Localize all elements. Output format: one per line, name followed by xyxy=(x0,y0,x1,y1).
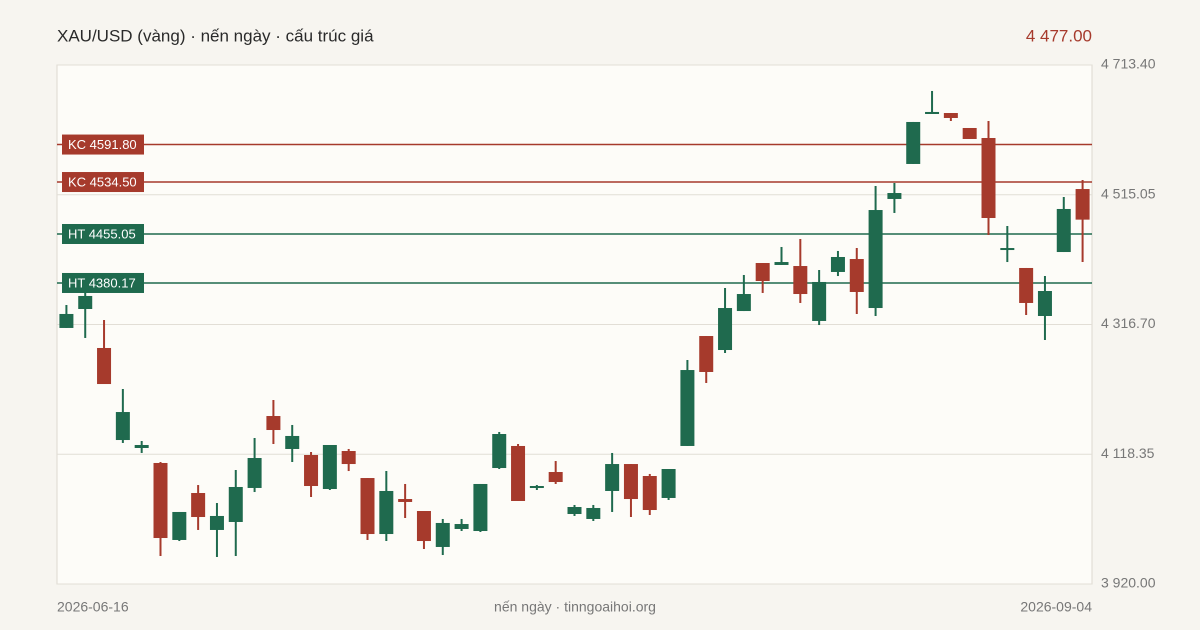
chart-title: XAU/USD (vàng) · nến ngày · cấu trúc giá xyxy=(57,26,374,45)
y-tick-label: 4 713.40 xyxy=(1101,56,1156,72)
candle-body xyxy=(906,121,921,164)
candle-body xyxy=(416,510,431,542)
candle-body xyxy=(304,455,319,487)
level-tag xyxy=(62,223,144,244)
candle-body xyxy=(228,486,243,522)
candle-body xyxy=(981,138,996,219)
candle-body xyxy=(266,416,281,431)
candle-body xyxy=(172,511,187,540)
candle-body xyxy=(699,336,714,372)
candle-body xyxy=(586,507,601,519)
candle-body xyxy=(360,478,375,535)
y-tick-label: 4 316.70 xyxy=(1101,315,1156,331)
candle-body xyxy=(209,515,224,530)
candle-body xyxy=(623,464,638,500)
candle-body xyxy=(115,412,130,441)
y-tick-label: 4 118.35 xyxy=(1101,445,1155,461)
x-tick-label: 2026-09-04 xyxy=(1020,599,1092,615)
level-label: KC 4534.50 xyxy=(68,174,137,189)
candle-body xyxy=(285,435,300,449)
candle-body xyxy=(78,295,93,309)
level-tag xyxy=(62,172,144,193)
candle-body xyxy=(134,444,149,449)
y-tick-label: 3 920.00 xyxy=(1101,575,1156,591)
candle-body xyxy=(755,263,770,281)
candle-body xyxy=(887,193,902,199)
candle-body xyxy=(793,266,808,295)
last-price: 4 477.00 xyxy=(1026,26,1092,45)
candle-body xyxy=(962,127,977,139)
candle-body xyxy=(812,281,827,321)
candle-body xyxy=(511,445,526,501)
candle-body xyxy=(849,259,864,292)
candle-body xyxy=(925,111,940,114)
candle-body xyxy=(435,522,450,547)
source: nến ngày · tinngoaihoi.org xyxy=(494,599,656,615)
level-label: KC 4591.80 xyxy=(68,137,137,152)
level-label: HT 4380.17 xyxy=(68,275,136,290)
candle-body xyxy=(59,313,74,328)
level-tag xyxy=(62,272,144,293)
candle-body xyxy=(492,434,507,469)
candle-body xyxy=(1075,189,1090,220)
candle-body xyxy=(605,464,620,491)
candle-body xyxy=(191,493,206,518)
candle-body xyxy=(1000,248,1015,251)
candle-body xyxy=(567,507,582,515)
candle-body xyxy=(736,294,751,312)
candle-body xyxy=(322,444,337,490)
candle-body xyxy=(247,458,262,488)
candle-body xyxy=(454,524,469,529)
level-label: HT 4455.05 xyxy=(68,226,136,241)
candle-body xyxy=(153,462,168,539)
candle-body xyxy=(341,451,356,465)
candle-body xyxy=(774,262,789,265)
candle-body xyxy=(943,113,958,118)
candle-body xyxy=(1019,267,1034,303)
x-tick-label: 2026-06-16 xyxy=(57,599,129,615)
candle-body xyxy=(398,499,413,502)
candle-body xyxy=(1056,208,1071,253)
candle-body xyxy=(1037,291,1052,316)
candle-body xyxy=(379,490,394,535)
candle-body xyxy=(548,472,563,483)
candle-body xyxy=(529,486,544,489)
candle-body xyxy=(830,256,845,272)
candle-body xyxy=(680,370,695,446)
level-tag xyxy=(62,134,144,155)
candle-body xyxy=(661,469,676,498)
y-tick-label: 4 515.05 xyxy=(1101,185,1156,201)
candle-body xyxy=(473,483,488,532)
candle-body xyxy=(868,210,883,309)
candle-body xyxy=(642,476,657,511)
candle-body xyxy=(718,308,733,351)
candle-body xyxy=(97,347,112,385)
